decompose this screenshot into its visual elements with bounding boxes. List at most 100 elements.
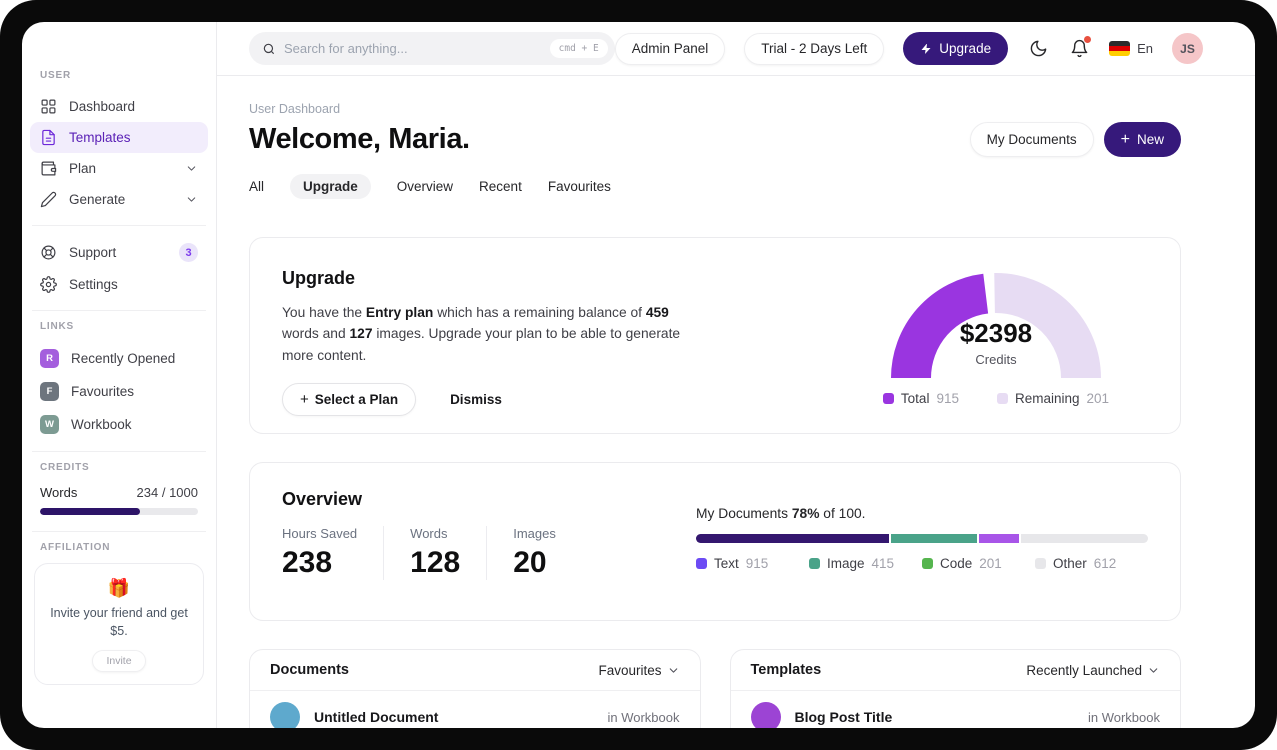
- credits-progress-fill: [40, 508, 140, 515]
- notifications-button[interactable]: [1068, 35, 1092, 60]
- documents-filter-dropdown[interactable]: Favourites: [598, 663, 679, 678]
- legend-label: Total: [900, 391, 930, 406]
- templates-filter-label: Recently Launched: [1026, 662, 1142, 678]
- affiliation-card: 🎁 Invite your friend and get $5. Invite: [34, 563, 204, 685]
- admin-panel-button[interactable]: Admin Panel: [614, 32, 726, 65]
- affiliation-text: Invite your friend and get $5.: [50, 606, 188, 638]
- bar-segment-text: [696, 534, 889, 543]
- search-input[interactable]: [284, 41, 542, 56]
- new-button[interactable]: + New: [1103, 122, 1181, 157]
- template-row[interactable]: Blog Post Title in Workbook: [731, 691, 1181, 728]
- documents-filter-label: Favourites: [598, 662, 662, 678]
- stat-label: Images: [513, 526, 556, 541]
- legend-value: 201: [979, 556, 1002, 571]
- support-count-badge: 3: [179, 243, 198, 262]
- credits-value: 234 / 1000: [136, 485, 198, 500]
- legend-item-text: Text 915: [696, 556, 809, 571]
- my-documents-button[interactable]: My Documents: [969, 122, 1094, 157]
- sidebar-link-recently-opened[interactable]: R Recently Opened: [30, 342, 208, 375]
- sidebar-item-dashboard[interactable]: Dashboard: [30, 91, 208, 122]
- wallet-icon: [41, 161, 57, 176]
- dismiss-button[interactable]: Dismiss: [450, 392, 502, 408]
- sidebar-item-label: Plan: [69, 161, 97, 176]
- document-avatar: [270, 702, 300, 728]
- main-area: cmd + E Admin Panel Trial - 2 Days Left …: [217, 22, 1255, 728]
- tab-upgrade[interactable]: Upgrade: [290, 173, 371, 199]
- stat-label: Words: [410, 526, 448, 541]
- stat-label: Hours Saved: [282, 526, 358, 541]
- legend-swatch: [809, 558, 820, 569]
- language-label: En: [1137, 41, 1153, 56]
- page-title: Welcome, Maria.: [249, 123, 470, 155]
- tab-overview[interactable]: Overview: [396, 178, 454, 194]
- select-plan-label: Select a Plan: [314, 392, 399, 408]
- app-window: USER Dashboard Templates Plan Generate S…: [22, 22, 1255, 728]
- language-selector[interactable]: En: [1109, 41, 1153, 56]
- template-avatar: [750, 702, 781, 728]
- document-icon: [42, 129, 55, 146]
- documents-card-title: Documents: [270, 662, 349, 678]
- templates-card: Templates Recently Launched Blog Post Ti…: [729, 649, 1181, 728]
- document-row[interactable]: Untitled Document in Workbook: [250, 691, 700, 728]
- sidebar-item-settings[interactable]: Settings: [30, 269, 208, 300]
- chevron-down-icon: [669, 667, 677, 673]
- templates-filter-dropdown[interactable]: Recently Launched: [1026, 663, 1160, 678]
- lightning-bolt-icon: [921, 43, 931, 54]
- search-bar[interactable]: cmd + E: [249, 32, 615, 65]
- stat-words: Words 128: [383, 526, 486, 580]
- sidebar-item-generate[interactable]: Generate: [30, 184, 208, 215]
- lifebuoy-icon: [41, 245, 56, 260]
- gauge-center-label: Credits: [975, 352, 1017, 367]
- upgrade-button[interactable]: Upgrade: [903, 32, 1009, 65]
- legend-value: 915: [745, 556, 769, 571]
- link-initial-badge: F: [40, 382, 59, 401]
- tab-favourites[interactable]: Favourites: [547, 178, 611, 194]
- legend-item-other: Other 612: [1035, 556, 1148, 571]
- legend-value: 415: [871, 556, 895, 571]
- pencil-icon: [40, 191, 57, 208]
- progress-legend: Text 915 Image 415 Code 201: [696, 556, 1148, 571]
- tab-recent[interactable]: Recent: [479, 178, 522, 194]
- sidebar-item-label: Templates: [69, 130, 131, 145]
- document-name: Untitled Document: [314, 709, 439, 725]
- documents-progress-block: My Documents 78% of 100. Text 915 Image …: [696, 506, 1148, 594]
- credits-progress-track: [40, 508, 198, 515]
- legend-swatch: [996, 393, 1008, 404]
- sidebar-item-label: Support: [69, 245, 117, 260]
- gauge-legend: Total 915 Remaining 201: [882, 391, 1109, 406]
- sidebar-link-favourites[interactable]: F Favourites: [30, 375, 208, 408]
- sidebar-link-workbook[interactable]: W Workbook: [30, 408, 208, 441]
- select-plan-button[interactable]: + Select a Plan: [282, 383, 417, 417]
- upgrade-card-text: You have the Entry plan which has a rema…: [282, 305, 681, 363]
- sidebar-item-plan[interactable]: Plan: [30, 153, 208, 184]
- sidebar-divider: [32, 225, 206, 226]
- breadcrumb: User Dashboard: [249, 102, 341, 116]
- tab-all[interactable]: All: [249, 178, 265, 194]
- invite-button[interactable]: Invite: [92, 650, 146, 672]
- sidebar-item-label: Settings: [69, 277, 118, 292]
- trial-badge[interactable]: Trial - 2 Days Left: [744, 32, 885, 65]
- chevron-down-icon: [187, 166, 196, 171]
- germany-flag-icon: [1109, 41, 1131, 56]
- sidebar-item-templates[interactable]: Templates: [30, 122, 208, 153]
- legend-value: 612: [1093, 556, 1117, 571]
- sidebar-item-label: Workbook: [71, 417, 132, 432]
- notification-dot: [1084, 35, 1092, 43]
- chevron-down-icon: [1149, 667, 1158, 673]
- dark-mode-toggle[interactable]: [1027, 38, 1049, 60]
- templates-card-title: Templates: [750, 662, 822, 678]
- plus-icon: +: [300, 391, 309, 409]
- link-initial-badge: W: [40, 415, 59, 434]
- stat-images: Images 20: [486, 526, 582, 580]
- search-shortcut-badge: cmd + E: [549, 39, 608, 58]
- template-name: Blog Post Title: [794, 709, 893, 725]
- credits-type-label: Words: [40, 485, 78, 500]
- legend-item-remaining: Remaining 201: [996, 391, 1109, 406]
- legend-label: Image: [827, 556, 865, 571]
- new-button-label: New: [1136, 132, 1164, 147]
- sidebar-item-support[interactable]: Support 3: [30, 236, 208, 269]
- legend-swatch: [1035, 558, 1046, 569]
- user-avatar[interactable]: JS: [1172, 33, 1203, 64]
- bar-segment-other: [1018, 534, 1148, 543]
